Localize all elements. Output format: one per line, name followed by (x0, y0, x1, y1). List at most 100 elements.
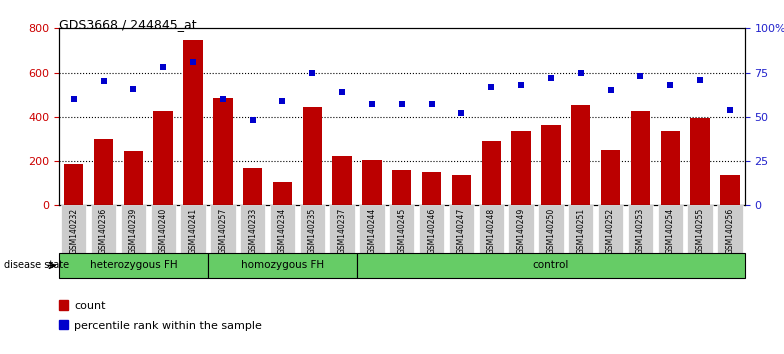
Bar (124, 151, 143, 205)
Text: GSM140239: GSM140239 (129, 208, 138, 254)
Bar (303, 107, 322, 205)
FancyBboxPatch shape (688, 205, 713, 253)
Point (246, 118, 259, 123)
FancyBboxPatch shape (240, 205, 265, 253)
Point (306, 70, 318, 75)
FancyBboxPatch shape (598, 205, 623, 253)
Bar (273, 182, 292, 205)
Text: GSM140250: GSM140250 (546, 208, 555, 254)
Bar (94, 139, 113, 205)
FancyBboxPatch shape (628, 205, 653, 253)
Point (157, 64, 169, 70)
Text: GSM140236: GSM140236 (99, 208, 108, 254)
Bar (422, 172, 441, 205)
Text: GSM140247: GSM140247 (457, 208, 466, 254)
Text: GSM140234: GSM140234 (278, 208, 287, 254)
Text: percentile rank within the sample: percentile rank within the sample (74, 321, 263, 331)
FancyBboxPatch shape (448, 205, 474, 253)
Text: GSM140235: GSM140235 (308, 208, 317, 254)
Bar (661, 131, 680, 205)
Text: GSM140255: GSM140255 (695, 208, 705, 254)
FancyBboxPatch shape (658, 205, 683, 253)
Point (604, 87, 617, 93)
FancyBboxPatch shape (539, 205, 564, 253)
Point (216, 96, 229, 102)
FancyBboxPatch shape (357, 253, 745, 278)
Point (485, 84, 498, 90)
Bar (541, 125, 561, 205)
Text: GSM140240: GSM140240 (158, 208, 168, 254)
Bar (332, 155, 352, 205)
FancyBboxPatch shape (270, 205, 295, 253)
Text: GSM140246: GSM140246 (427, 208, 436, 254)
Text: GSM140256: GSM140256 (725, 208, 735, 254)
Text: heterozygous FH: heterozygous FH (89, 261, 177, 270)
Text: GSM140245: GSM140245 (397, 208, 406, 254)
Text: GSM140248: GSM140248 (487, 208, 495, 254)
FancyBboxPatch shape (568, 205, 593, 253)
Bar (183, 40, 203, 205)
Text: GSM140251: GSM140251 (576, 208, 586, 254)
FancyBboxPatch shape (359, 205, 385, 253)
FancyBboxPatch shape (91, 205, 116, 253)
Point (67, 96, 80, 102)
Point (575, 70, 587, 75)
FancyBboxPatch shape (151, 205, 176, 253)
Bar (154, 111, 173, 205)
Text: GSM140233: GSM140233 (249, 208, 257, 254)
FancyBboxPatch shape (389, 205, 415, 253)
Text: GSM140252: GSM140252 (606, 208, 615, 254)
Point (724, 107, 736, 113)
Text: GSM140249: GSM140249 (517, 208, 525, 254)
Text: GSM140254: GSM140254 (666, 208, 675, 254)
Text: count: count (74, 301, 106, 311)
Text: control: control (533, 261, 569, 270)
Bar (362, 160, 382, 205)
Point (127, 86, 140, 91)
Text: GDS3668 / 244845_at: GDS3668 / 244845_at (59, 18, 197, 31)
Text: GSM140253: GSM140253 (636, 208, 645, 254)
Text: GSM140237: GSM140237 (338, 208, 347, 254)
Point (456, 110, 468, 116)
FancyBboxPatch shape (208, 253, 357, 278)
Point (336, 89, 348, 95)
Point (515, 82, 528, 88)
Point (365, 102, 378, 107)
Bar (720, 176, 739, 205)
Bar (452, 176, 471, 205)
Point (426, 102, 438, 107)
Text: homozygous FH: homozygous FH (241, 261, 324, 270)
Point (634, 73, 647, 79)
Bar (691, 118, 710, 205)
Text: GSM140241: GSM140241 (188, 208, 198, 254)
Point (694, 77, 706, 82)
Point (187, 59, 199, 65)
Point (545, 75, 557, 81)
FancyBboxPatch shape (717, 205, 742, 253)
Point (395, 102, 408, 107)
Point (97, 79, 110, 84)
Bar (630, 111, 650, 205)
FancyBboxPatch shape (61, 205, 86, 253)
Bar (392, 170, 412, 205)
Text: disease state: disease state (4, 261, 69, 270)
FancyBboxPatch shape (59, 253, 208, 278)
Bar (511, 131, 531, 205)
Bar (213, 98, 233, 205)
Text: GSM140244: GSM140244 (368, 208, 376, 254)
FancyBboxPatch shape (210, 205, 235, 253)
FancyBboxPatch shape (180, 205, 205, 253)
Text: GSM140232: GSM140232 (69, 208, 78, 254)
FancyBboxPatch shape (478, 205, 504, 253)
FancyBboxPatch shape (329, 205, 355, 253)
Bar (64, 164, 83, 205)
Bar (571, 105, 590, 205)
Bar (601, 150, 620, 205)
Text: GSM140257: GSM140257 (218, 208, 227, 254)
FancyBboxPatch shape (509, 205, 534, 253)
Point (276, 98, 289, 104)
Bar (481, 141, 501, 205)
FancyBboxPatch shape (419, 205, 445, 253)
FancyBboxPatch shape (121, 205, 146, 253)
Point (664, 82, 677, 88)
